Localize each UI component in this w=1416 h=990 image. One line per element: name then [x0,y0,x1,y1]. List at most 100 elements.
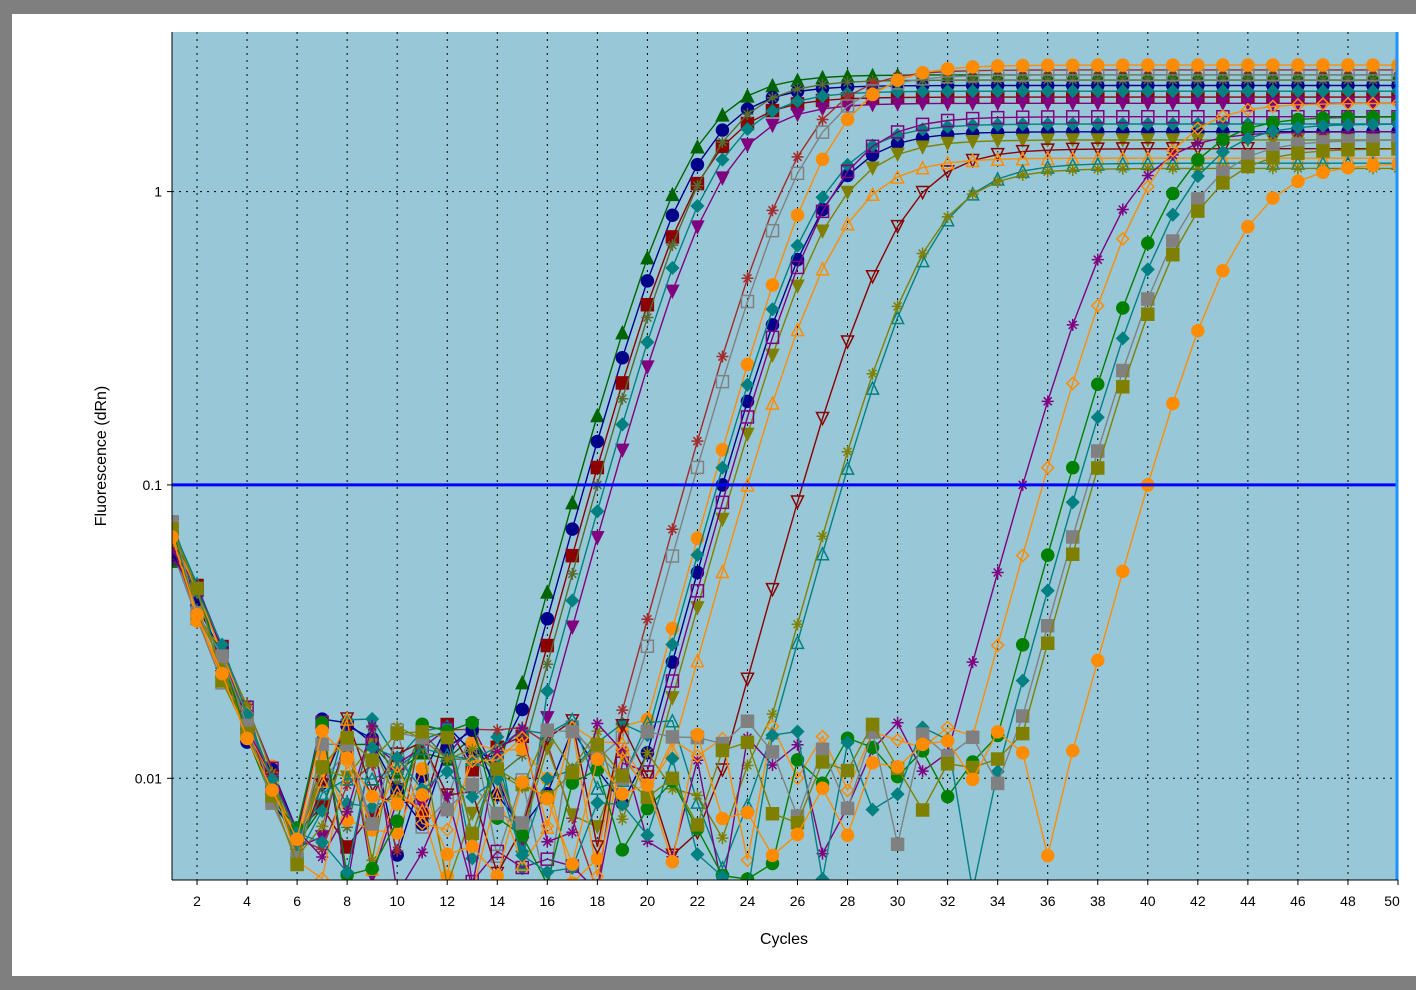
data-point [940,155,955,170]
data-point [665,549,680,563]
data-point [515,674,530,690]
data-point [991,74,1004,87]
data-point [566,826,579,839]
data-point [840,763,855,778]
data-point [665,674,680,688]
data-point [640,725,655,739]
data-point [1116,58,1130,72]
data-point [1116,203,1129,216]
data-point [1065,744,1080,758]
data-point [965,134,980,150]
data-point [715,512,730,528]
data-point [315,871,330,880]
data-point [865,756,880,770]
data-point [1065,142,1080,158]
data-point [364,771,380,786]
data-point [990,752,1005,766]
data-point [1091,253,1104,266]
data-point [1216,176,1230,190]
data-point [1016,168,1029,181]
data-point [816,847,829,860]
data-point [1040,110,1055,124]
data-point [1141,162,1154,175]
data-point [1166,74,1179,87]
data-point [1040,58,1055,73]
data-point [416,846,429,859]
data-point [215,649,229,663]
data-point [340,731,354,745]
data-point [641,613,654,626]
data-point [690,157,705,172]
data-point [690,220,705,235]
data-point [715,171,730,186]
data-point [840,112,855,127]
data-point [1015,638,1030,652]
data-point [815,781,830,795]
data-point [765,848,780,863]
data-point [765,728,780,743]
x-tick-label: 24 [740,893,756,909]
data-point [1240,102,1255,117]
data-point [890,219,905,235]
data-point [390,726,404,740]
data-point [665,637,680,652]
data-point [1166,58,1180,72]
data-point [940,136,955,152]
data-point [740,427,755,443]
data-point [1090,133,1105,148]
y-axis-title: Fluorescence (dRn) [93,386,110,527]
data-point [741,272,754,285]
data-point [1065,58,1080,72]
data-point [315,724,329,738]
data-point [389,760,405,776]
data-point [690,139,705,154]
data-point [540,864,555,879]
data-point [1341,58,1355,72]
data-point [841,76,854,89]
data-point [890,169,905,184]
data-point [665,713,680,728]
data-point [665,655,680,669]
data-point [740,410,755,424]
data-point [716,350,729,363]
data-point [540,723,555,738]
data-point [916,247,929,260]
data-point [840,735,855,750]
data-point [766,204,779,217]
data-point [1091,110,1105,124]
data-point [815,89,830,104]
data-point [665,186,680,202]
data-point [840,99,855,113]
data-point [1191,137,1204,150]
data-point [1391,68,1398,82]
data-point [1316,144,1330,158]
data-point [1066,318,1079,331]
data-point [690,460,705,475]
data-point [890,147,905,163]
data-point [890,787,905,802]
data-point [615,744,630,760]
data-point [765,807,780,821]
data-point [1241,219,1255,234]
data-point [1115,133,1130,148]
data-point [640,828,655,843]
data-point [1141,109,1155,124]
data-point [365,789,379,804]
data-point [515,848,530,863]
data-point [415,788,429,802]
data-point [1241,159,1255,174]
data-point [640,639,655,654]
data-point [865,380,880,395]
data-point [1266,162,1279,175]
data-point [815,546,830,561]
data-point [565,765,580,780]
data-point [1215,144,1230,160]
data-point [965,60,980,74]
x-tick-label: 34 [990,893,1006,909]
data-point [915,65,930,80]
data-point [490,784,505,799]
data-point [990,84,1005,99]
x-tick-label: 44 [1240,893,1256,909]
data-point [765,223,780,238]
x-axis-title: Cycles [760,931,808,948]
